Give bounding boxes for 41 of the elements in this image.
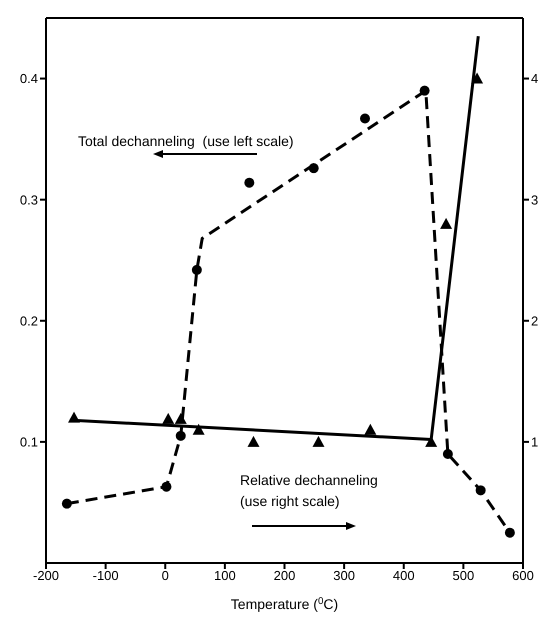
point [176, 430, 186, 441]
annotation: (use right scale) [240, 493, 340, 509]
x-tick-label: 200 [274, 568, 296, 584]
point [308, 163, 319, 174]
point [360, 114, 370, 124]
y-tick-label: 0.2 [20, 313, 38, 328]
y-tick-label: 0.4 [20, 71, 38, 86]
point [471, 72, 484, 84]
y-tick-label: 0.3 [20, 192, 38, 208]
y-tick-label: 0.1 [20, 434, 38, 450]
x-tick-label: 0 [162, 568, 169, 584]
point [364, 424, 376, 435]
x-axis-title: Temperature ($^{0}$C) [230, 596, 338, 612]
point [174, 412, 187, 424]
point [68, 412, 80, 423]
point [244, 178, 254, 188]
point [440, 218, 452, 229]
point [420, 86, 430, 96]
x-tick-label: 600 [512, 568, 534, 584]
point [312, 436, 324, 447]
y2-tick-label: 2 [531, 313, 538, 328]
point [192, 424, 205, 435]
point [476, 485, 486, 496]
x-tick-label: -200 [32, 568, 60, 584]
annotation: Total dechanneling (use left scale) [78, 133, 294, 149]
x-tick-label: -100 [92, 568, 119, 584]
point [62, 498, 72, 509]
point [161, 482, 172, 492]
y2-tick-label: 3 [531, 192, 538, 208]
x-tick-label: 100 [214, 568, 236, 584]
point [504, 528, 515, 538]
y2-tick-label: 4 [531, 71, 538, 86]
point [442, 449, 453, 459]
x-tick-label: 400 [392, 568, 415, 584]
point [192, 264, 202, 275]
annotation: Relative dechanneling [240, 472, 378, 488]
x-tick-label: 500 [452, 568, 474, 584]
x-tick-label: 300 [333, 568, 355, 584]
point [162, 412, 174, 424]
y2-tick-label: 1 [531, 434, 538, 450]
point [247, 436, 260, 447]
